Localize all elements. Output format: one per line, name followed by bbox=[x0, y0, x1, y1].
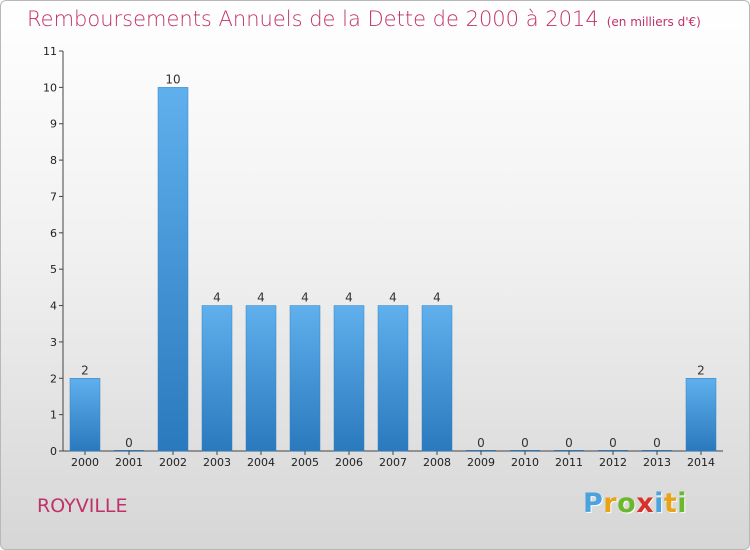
bar-value-label: 4 bbox=[213, 291, 221, 305]
chart-unit: (en milliers d'€) bbox=[606, 15, 701, 29]
bar bbox=[685, 378, 717, 452]
bar bbox=[333, 305, 365, 452]
logo-letter: x bbox=[636, 488, 655, 519]
y-tick-label: 6 bbox=[50, 227, 57, 240]
x-tick-label: 2013 bbox=[643, 456, 671, 469]
bar bbox=[114, 450, 144, 451]
bar-value-label: 4 bbox=[389, 291, 397, 305]
y-tick-label: 10 bbox=[43, 81, 57, 94]
bar bbox=[642, 450, 672, 451]
logo-letter: i bbox=[654, 488, 664, 519]
bar-value-label: 4 bbox=[433, 291, 441, 305]
bar bbox=[201, 305, 233, 452]
logo-letter: o bbox=[617, 488, 637, 519]
y-tick-label: 11 bbox=[43, 45, 57, 58]
x-tick-label: 2002 bbox=[159, 456, 187, 469]
bars: 2 0 10 4 4 4 4 4 4 0 0 0 0 0 2 bbox=[69, 72, 717, 452]
y-tick-label: 2 bbox=[50, 372, 57, 385]
bar-value-label: 4 bbox=[345, 291, 353, 305]
bar-value-label: 4 bbox=[257, 291, 265, 305]
bar bbox=[377, 305, 409, 452]
y-tick-label: 9 bbox=[50, 118, 57, 131]
x-tick-label: 2004 bbox=[247, 456, 275, 469]
logo-letter: t bbox=[663, 488, 678, 519]
logo-letter: P bbox=[583, 488, 604, 519]
y-tick-label: 1 bbox=[50, 409, 57, 422]
x-tick-label: 2012 bbox=[599, 456, 627, 469]
bar bbox=[157, 87, 189, 452]
chart-title: Remboursements Annuels de la Dette de 20… bbox=[27, 7, 599, 31]
y-tick-label: 8 bbox=[50, 154, 57, 167]
bar-value-label: 0 bbox=[609, 436, 617, 450]
proxiti-logo: Proxiti bbox=[583, 488, 687, 519]
bar-value-label: 0 bbox=[125, 436, 133, 450]
x-tick-label: 2009 bbox=[467, 456, 495, 469]
y-tick-label: 0 bbox=[50, 445, 57, 458]
y-tick-label: 5 bbox=[50, 263, 57, 276]
x-tick-label: 2010 bbox=[511, 456, 539, 469]
chart-title-block: Remboursements Annuels de la Dette de 20… bbox=[27, 7, 701, 31]
logo-letter: i bbox=[677, 488, 688, 519]
x-tick-label: 2005 bbox=[291, 456, 319, 469]
bar bbox=[289, 305, 321, 452]
x-tick-label: 2000 bbox=[71, 456, 99, 469]
logo-letter: r bbox=[603, 488, 618, 519]
commune-name: ROYVILLE bbox=[37, 495, 128, 517]
bar-value-label: 2 bbox=[697, 363, 705, 377]
x-tick-label: 2014 bbox=[687, 456, 715, 469]
bar-value-label: 0 bbox=[565, 436, 573, 450]
y-tick-label: 4 bbox=[50, 300, 57, 313]
x-tick-label: 2001 bbox=[115, 456, 143, 469]
x-tick-label: 2007 bbox=[379, 456, 407, 469]
y-tick-label: 3 bbox=[50, 336, 57, 349]
bar-value-label: 0 bbox=[653, 436, 661, 450]
bar bbox=[245, 305, 277, 452]
bar-value-label: 2 bbox=[81, 363, 89, 377]
bar-value-label: 0 bbox=[477, 436, 485, 450]
x-tick-label: 2008 bbox=[423, 456, 451, 469]
bar-value-label: 10 bbox=[165, 72, 180, 86]
bar-value-label: 4 bbox=[301, 291, 309, 305]
bar bbox=[510, 450, 540, 451]
x-tick-label: 2011 bbox=[555, 456, 583, 469]
bar bbox=[69, 378, 101, 452]
y-tick-label: 7 bbox=[50, 190, 57, 203]
bar bbox=[598, 450, 628, 451]
bar bbox=[466, 450, 496, 451]
x-tick-label: 2006 bbox=[335, 456, 363, 469]
bar bbox=[421, 305, 453, 452]
bar-value-label: 0 bbox=[521, 436, 529, 450]
bar bbox=[554, 450, 584, 451]
x-tick-label: 2003 bbox=[203, 456, 231, 469]
